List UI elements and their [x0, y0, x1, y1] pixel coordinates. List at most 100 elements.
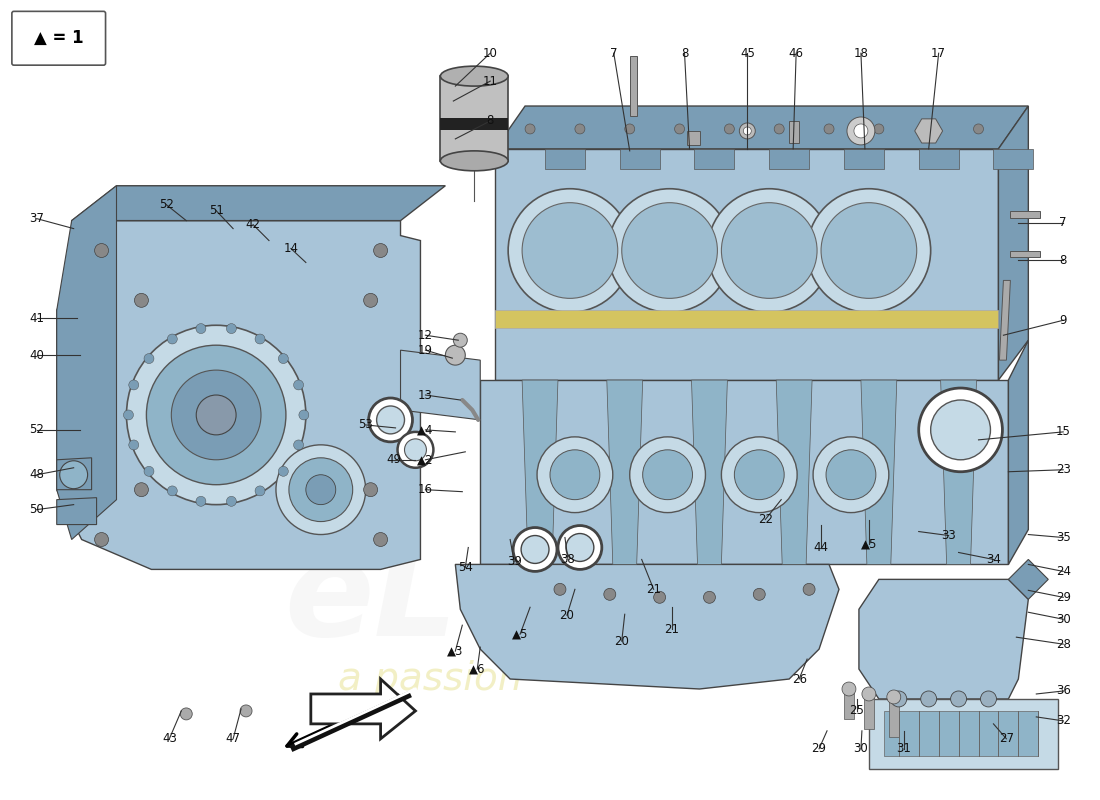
Circle shape [537, 437, 613, 513]
Circle shape [707, 189, 830, 312]
Text: ▲3: ▲3 [447, 645, 463, 658]
Polygon shape [495, 106, 1028, 149]
Text: 16: 16 [418, 483, 433, 496]
Circle shape [146, 345, 286, 485]
Bar [1011, 250, 1041, 258]
Circle shape [508, 189, 631, 312]
Circle shape [196, 496, 206, 506]
Circle shape [813, 437, 889, 513]
Circle shape [674, 124, 684, 134]
Text: 33: 33 [942, 529, 956, 542]
Text: 45: 45 [740, 46, 755, 60]
Text: 13: 13 [418, 389, 433, 402]
Polygon shape [692, 380, 727, 565]
Text: 7: 7 [610, 46, 617, 60]
Text: 22: 22 [758, 513, 773, 526]
Text: 20: 20 [614, 634, 629, 648]
Circle shape [621, 202, 717, 298]
Circle shape [722, 437, 798, 513]
Circle shape [240, 705, 252, 717]
Circle shape [735, 450, 784, 500]
Text: ▲4: ▲4 [417, 423, 433, 436]
Text: 25: 25 [849, 705, 865, 718]
Text: ▲2: ▲2 [417, 454, 433, 466]
Circle shape [924, 124, 934, 134]
Circle shape [525, 124, 535, 134]
Text: 34: 34 [986, 553, 1001, 566]
Circle shape [774, 124, 784, 134]
Circle shape [931, 400, 990, 460]
Circle shape [826, 450, 876, 500]
Circle shape [521, 535, 549, 563]
Text: 18: 18 [854, 46, 868, 60]
Bar [789, 121, 799, 143]
Circle shape [821, 202, 916, 298]
Circle shape [918, 388, 1002, 472]
Text: 14: 14 [284, 242, 298, 255]
Bar [883, 711, 1038, 756]
Text: 11: 11 [483, 74, 497, 88]
Polygon shape [1009, 559, 1048, 599]
Ellipse shape [440, 151, 508, 170]
Polygon shape [999, 106, 1028, 380]
Text: 44: 44 [814, 541, 828, 554]
Circle shape [294, 440, 304, 450]
Circle shape [980, 691, 997, 707]
Circle shape [550, 450, 600, 500]
Circle shape [725, 124, 735, 134]
Circle shape [306, 474, 336, 505]
Polygon shape [859, 579, 1028, 699]
Polygon shape [57, 498, 97, 525]
Polygon shape [918, 149, 958, 169]
Bar [440, 118, 508, 130]
Text: 54: 54 [458, 561, 473, 574]
Bar [629, 56, 637, 116]
Circle shape [453, 334, 468, 347]
Circle shape [744, 127, 751, 135]
Circle shape [803, 583, 815, 595]
Polygon shape [993, 149, 1033, 169]
Circle shape [558, 526, 602, 570]
Text: 7: 7 [1059, 216, 1067, 229]
Circle shape [95, 533, 109, 546]
Text: 29: 29 [812, 742, 826, 755]
Text: 49: 49 [386, 454, 402, 466]
Text: 32: 32 [1056, 714, 1070, 727]
Polygon shape [694, 149, 735, 169]
Text: 52: 52 [30, 423, 44, 436]
Polygon shape [777, 380, 812, 565]
Text: 17: 17 [931, 46, 946, 60]
Circle shape [374, 533, 387, 546]
Polygon shape [1009, 340, 1028, 565]
Text: 8: 8 [1059, 254, 1067, 267]
Bar [844, 689, 854, 719]
Bar [864, 694, 873, 729]
Circle shape [739, 123, 756, 139]
Circle shape [276, 445, 365, 534]
Text: 15: 15 [1056, 426, 1070, 438]
Circle shape [374, 243, 387, 258]
Polygon shape [495, 149, 999, 380]
Text: 37: 37 [30, 212, 44, 225]
Text: ▲5: ▲5 [860, 538, 877, 551]
Polygon shape [440, 76, 508, 161]
Circle shape [180, 708, 192, 720]
Circle shape [134, 294, 148, 307]
Circle shape [446, 345, 465, 365]
Circle shape [887, 690, 901, 704]
Polygon shape [57, 186, 117, 539]
Polygon shape [481, 380, 1009, 565]
Circle shape [397, 432, 433, 468]
Circle shape [299, 410, 309, 420]
Text: ▲5: ▲5 [512, 628, 528, 641]
Circle shape [123, 410, 133, 420]
Polygon shape [1000, 281, 1011, 360]
Polygon shape [869, 699, 1058, 769]
Text: 8: 8 [486, 114, 494, 127]
Polygon shape [522, 380, 558, 565]
Circle shape [862, 687, 876, 701]
Circle shape [364, 482, 377, 497]
Polygon shape [844, 149, 883, 169]
Text: 52: 52 [158, 198, 174, 211]
Circle shape [278, 466, 288, 476]
